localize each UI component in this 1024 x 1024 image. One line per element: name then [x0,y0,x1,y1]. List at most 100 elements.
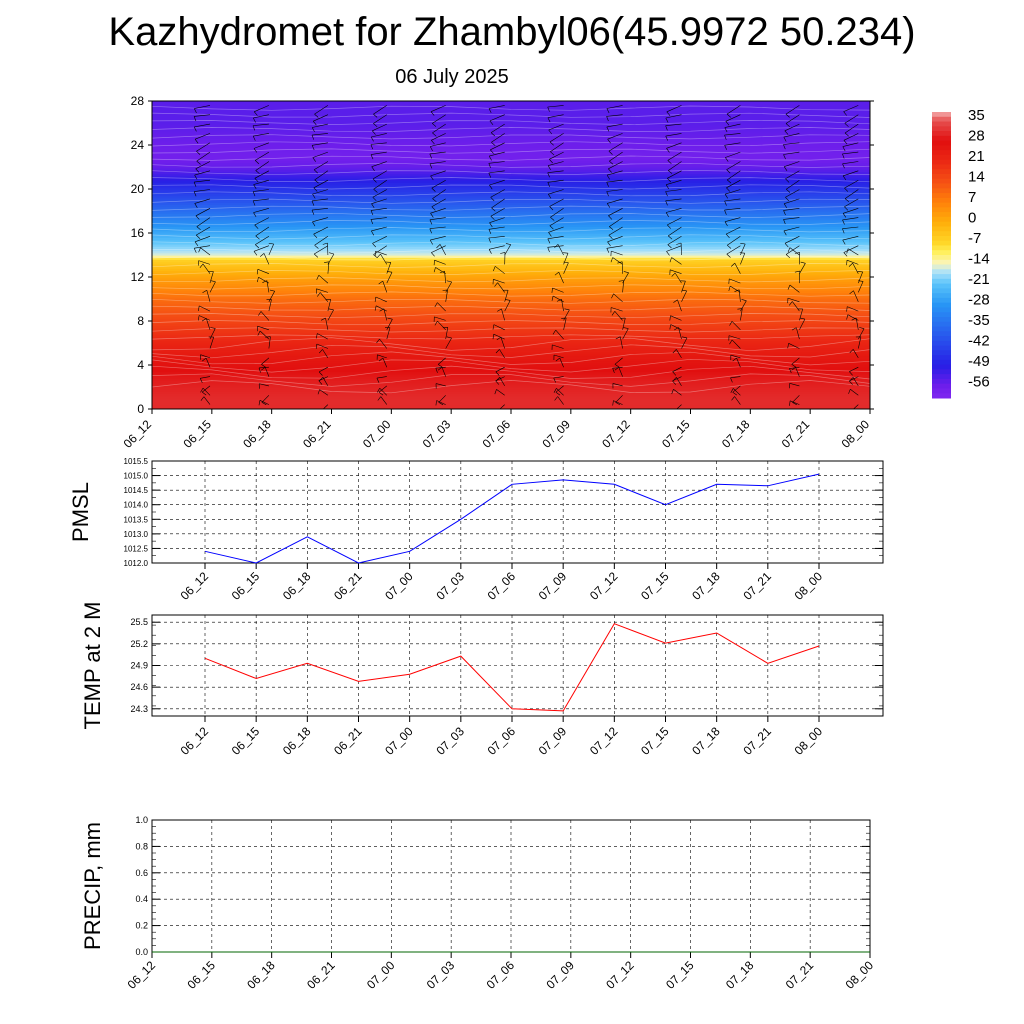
wind-barb-shaft [672,366,682,372]
wind-barb-flag [261,364,266,368]
wind-barb-shaft [445,289,448,302]
contour-line [152,227,870,233]
wind-barb-flag [432,123,437,127]
wind-barb-flag [255,170,260,174]
wind-barb-flag [547,117,551,123]
wind-barb-flag [195,168,200,173]
wind-barb-shaft [312,123,328,128]
wind-barb-shaft [268,336,271,349]
wind-barb-shaft [620,336,623,349]
wind-barb-shaft [547,245,564,248]
wind-barb-flag [496,336,502,341]
wind-barb-shaft [784,161,800,167]
wind-barb-shaft [259,400,270,405]
wind-barb-shaft [547,179,564,183]
wind-barb-flag [548,129,553,135]
wind-barb-shaft [615,395,623,403]
wind-barb-flag [439,270,445,274]
wind-barb-flag [608,168,612,173]
contour-line [152,234,870,240]
temperature-band [152,303,870,307]
colorbar-box [932,393,951,399]
wind-barb-flag [731,396,735,401]
wind-barb-flag [490,215,495,220]
top-x-tick-label: 08_00 [839,417,873,451]
wind-barb-shaft [489,217,505,223]
wind-barb-flag [265,336,271,338]
wind-barb-shaft [312,151,329,158]
wind-barb-flag [313,233,318,239]
wind-barb-shaft [606,123,623,128]
temperature-band [152,283,870,287]
temperature-band [152,118,870,122]
wind-barb-flag [668,170,673,174]
wind-barb-flag [787,247,791,253]
y-axis-title: TEMP at 2 M [80,602,105,730]
wind-barb-shaft [727,236,741,246]
wind-barb-flag [608,215,613,220]
temperature-band [152,270,870,274]
wind-barb-flag [788,301,793,306]
y-tick-label: 0.6 [135,868,148,878]
wind-barb-shaft [740,308,743,321]
wind-barb-shaft [783,133,800,138]
temperature-band [152,244,870,247]
wind-barb-flag [488,108,492,114]
wind-barb-shaft [370,217,387,220]
wind-barb-flag [196,160,201,165]
temperature-band [152,235,870,238]
wind-barb-shaft [724,133,741,136]
wind-barb-shaft [313,161,329,170]
wind-barb-shaft [844,179,859,189]
wind-barb-shaft [325,317,329,330]
wind-barb-shaft [430,142,446,147]
wind-barb-flag [842,146,846,152]
wind-barb-shaft [319,292,329,302]
wind-barb-shaft [195,161,211,170]
temperature-band [152,257,870,260]
wind-barb-shaft [608,208,623,216]
wind-barb-flag [784,130,789,135]
temperature-band [152,114,870,117]
wind-barb-shaft [194,105,211,109]
wind-barb-shaft [202,263,211,274]
wind-barb-flag [193,126,197,132]
wind-barb-shaft [852,349,859,359]
temperature-band [152,246,870,249]
x-tick-label: 07_21 [740,724,774,758]
wind-barb-flag [611,293,614,299]
wind-barb-shaft [740,253,746,265]
wind-barb-flag [676,242,682,245]
temperature-band [152,197,870,201]
wind-barb-flag [429,146,433,152]
contour-line [152,191,870,197]
wind-barb-shaft [783,208,800,211]
top-y-tick-label: 0 [137,402,144,416]
wind-barb-shaft [614,357,623,365]
wind-barb-shaft [501,308,505,321]
wind-barb-flag [491,142,496,146]
wind-barb-flag [435,400,437,406]
wind-barb-shaft [726,179,741,189]
colorbar-box [932,359,951,366]
wind-barb-shaft [370,142,387,145]
wind-barb-flag [194,108,197,114]
wind-barb-shaft [785,245,800,255]
wind-barb-shaft [489,245,505,250]
wind-barb-flag [434,302,438,308]
wind-barb-shaft [253,208,269,213]
colorbar-box [932,126,951,132]
temperature-band [152,173,870,177]
wind-barb-shaft [382,357,388,368]
wind-barb-shaft [673,389,682,396]
temperature-band [152,281,870,285]
wind-barb-flag [785,123,790,128]
y-tick-label: 25.2 [130,639,148,649]
wind-barb-flag [493,266,496,272]
contour-line [152,120,870,125]
wind-barb-shaft [495,376,505,382]
wind-barb-shaft [371,133,387,138]
wind-barb-shaft [858,281,864,293]
wind-barb-shaft [563,253,569,265]
wind-barb-flag [489,120,494,125]
